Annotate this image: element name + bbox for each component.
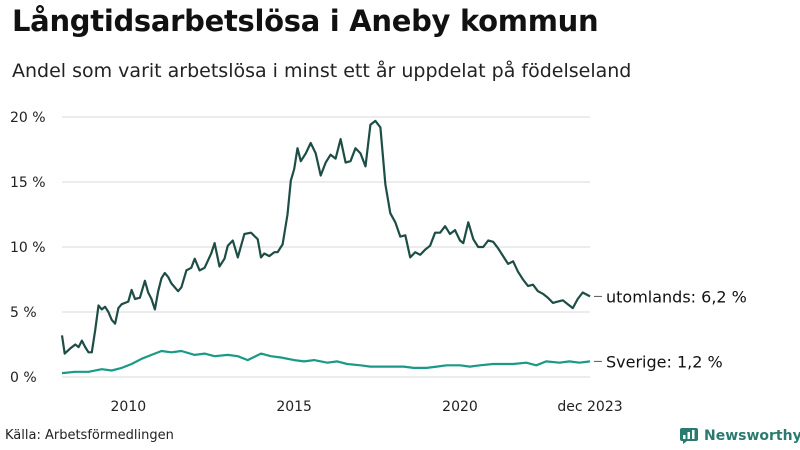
brand-logo[interactable]: Newsworthy [680,428,800,444]
series-line-utomlands [60,119,591,355]
x-tick-label: dec 2023 [557,399,622,415]
y-tick-label: 5 % [10,305,37,321]
x-tick-label: 2010 [111,399,147,415]
source-note: Källa: Arbetsförmedlingen [5,428,174,443]
y-tick-label: 0 % [10,370,37,386]
chart-subtitle: Andel som varit arbetslösa i minst ett å… [12,60,632,82]
series-line-sverige [61,349,591,375]
y-tick-label: 15 % [10,175,46,191]
chart-title: Långtidsarbetslösa i Aneby kommun [12,4,599,38]
series-end-label-sverige: Sverige: 1,2 % [606,352,723,371]
newsworthy-icon [680,428,698,444]
series-end-label-utomlands: utomlands: 6,2 % [606,287,747,306]
x-tick-label: 2020 [442,399,478,415]
brand-name: Newsworthy [704,428,800,444]
line-chart: 0 % 5 % 10 % 15 % 20 % 2010 2015 2020 dec 2023 ut… [10,110,747,415]
y-tick-label: 20 % [10,110,46,126]
x-tick-label: 2015 [276,399,312,415]
y-tick-label: 10 % [10,240,46,256]
